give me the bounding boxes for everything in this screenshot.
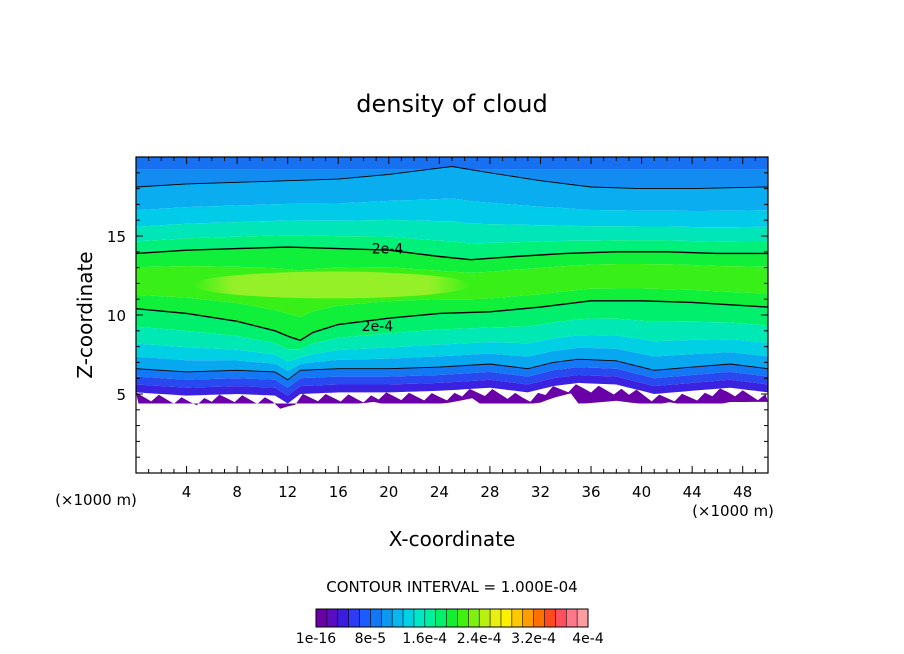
- colorbar-swatch: [511, 609, 524, 627]
- band-core-1: [136, 247, 768, 273]
- colorbar-swatch: [522, 609, 534, 627]
- contour-labels: 2e-4 2e-4: [362, 242, 404, 335]
- x-tick-label: 36: [581, 483, 600, 501]
- colorbar-label: 3.2e-4: [511, 631, 556, 647]
- band-base-1: [136, 359, 768, 388]
- cloud-base-fringe: [136, 384, 768, 409]
- band-base-purple: [136, 384, 768, 409]
- contour-lines: [136, 166, 768, 381]
- colorbar-label: 1e-16: [296, 631, 336, 647]
- colorbar-labels: 1e-16 8e-5 1.6e-4 2.4e-4 3.2e-4 4e-4: [296, 631, 604, 647]
- contour-label-2: 2e-4: [372, 242, 404, 258]
- colorbar-swatch: [533, 609, 545, 627]
- colorbar-swatch: [392, 609, 404, 627]
- colorbar-swatch: [490, 609, 502, 627]
- band-core-max: [192, 271, 471, 299]
- x-tick-label: 32: [531, 483, 550, 501]
- colorbar-swatch: [381, 609, 393, 627]
- colorbar-label: 2.4e-4: [457, 631, 502, 647]
- colorbar-swatch: [468, 609, 480, 627]
- colorbar-frame: [315, 608, 589, 628]
- x-tick-label: 16: [329, 483, 348, 501]
- colorbar-swatch: [457, 609, 469, 627]
- colorbar-label: 4e-4: [572, 631, 604, 647]
- y-unit-label: (×1000 m): [55, 491, 137, 509]
- band-core-3: [136, 288, 768, 341]
- colorbar-swatch: [566, 609, 578, 627]
- colorbar-swatch: [479, 609, 491, 627]
- x-tick-label: 12: [278, 483, 297, 501]
- x-tick-label: 20: [379, 483, 398, 501]
- contour-line-3: [136, 300, 768, 342]
- colorbar-swatch: [555, 609, 567, 627]
- chart-title: density of cloud: [356, 90, 547, 118]
- x-unit-label: (×1000 m): [692, 502, 774, 520]
- x-tick-label: 24: [430, 483, 449, 501]
- band-lower-4: [136, 347, 768, 380]
- x-tick-label: 48: [733, 483, 752, 501]
- colorbar-swatch: [413, 609, 426, 627]
- band-top-edge: [136, 157, 768, 170]
- colorbar-swatch: [370, 609, 382, 627]
- contour-line-4: [136, 358, 768, 381]
- band-upper-3: [136, 198, 768, 228]
- colorbar-swatch: [348, 609, 360, 627]
- y-tick-label: 15: [107, 228, 126, 246]
- colorbar-swatch: [435, 609, 447, 627]
- x-tick-label: 8: [232, 483, 242, 501]
- y-tick-label: 10: [107, 307, 126, 325]
- colorbar-swatch: [500, 609, 513, 627]
- contour-line-1: [136, 166, 768, 190]
- x-tick-label: 44: [683, 483, 702, 501]
- contour-interval-text: CONTOUR INTERVAL = 1.000E-04: [326, 578, 577, 596]
- colorbar-swatch: [424, 609, 436, 627]
- plot-area: [136, 157, 768, 409]
- band-base-3: [136, 375, 768, 404]
- colorbar-swatch: [316, 609, 328, 627]
- colorbar-label: 8e-5: [355, 631, 386, 647]
- x-tick-label: 4: [182, 483, 192, 501]
- band-lower-1: [136, 300, 768, 350]
- x-axis-label: X-coordinate: [389, 527, 516, 551]
- band-base-2: [136, 367, 768, 396]
- band-upper-4: [136, 219, 768, 244]
- y-axis-label: Z-coordinate: [73, 251, 97, 378]
- colorbar-label: 1.6e-4: [402, 631, 447, 647]
- colorbar-swatch: [577, 609, 589, 627]
- band-upper-2: [136, 166, 768, 211]
- x-tick-label: 28: [480, 483, 499, 501]
- colorbar-swatch: [403, 609, 415, 627]
- y-tick-label: 5: [116, 386, 126, 404]
- y-axis: 5 10 15: [107, 156, 768, 474]
- colorbar-swatch: [359, 609, 371, 627]
- colorbar: [315, 608, 589, 628]
- density-fill-bands: [136, 157, 768, 404]
- band-lower-2: [136, 318, 768, 362]
- colorbar-swatch: [326, 609, 339, 627]
- band-lower-3: [136, 335, 768, 371]
- colorbar-swatch: [544, 609, 556, 627]
- x-tick-label: 40: [632, 483, 651, 501]
- colorbar-swatch: [446, 609, 458, 627]
- x-axis: 4 8 12 16 20 24 28 32 36 40 44 48: [135, 157, 769, 501]
- contour-line-2: [136, 246, 768, 261]
- colorbar-swatch: [337, 609, 349, 627]
- band-upper-1: [136, 166, 768, 189]
- contour-label-3: 2e-4: [362, 319, 394, 335]
- band-upper-5: [136, 235, 768, 260]
